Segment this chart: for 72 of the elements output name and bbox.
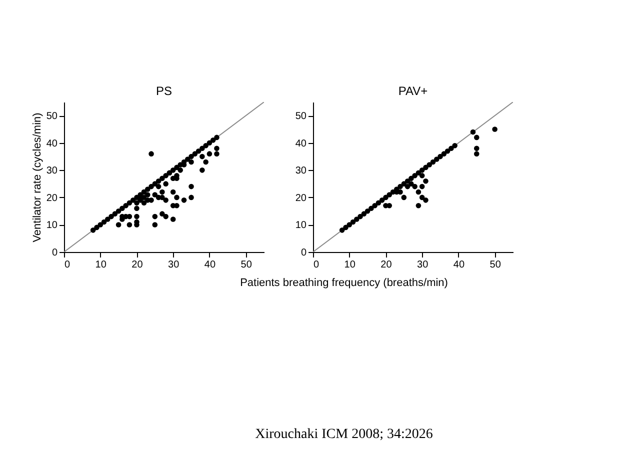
point — [492, 126, 498, 132]
chart-title: PS — [156, 84, 172, 98]
point — [416, 189, 422, 195]
point — [408, 181, 414, 186]
point — [361, 211, 367, 216]
x-axis-title: Patients breathing frequency (breaths/min) — [240, 277, 448, 289]
point — [339, 228, 345, 233]
point — [448, 146, 454, 152]
x-tick-label: 0 — [64, 260, 70, 270]
y-tick-label: 20 — [295, 192, 307, 204]
y-tick-label: 30 — [295, 166, 307, 177]
point — [412, 172, 418, 178]
point — [423, 164, 428, 170]
point — [379, 198, 385, 203]
x-tick-label: 10 — [344, 260, 356, 270]
x-tick-label: 0 — [314, 260, 320, 270]
point — [383, 194, 388, 200]
point — [412, 184, 418, 190]
x-tick-label: 40 — [204, 260, 216, 270]
point — [419, 172, 425, 178]
y-tick-label: 0 — [52, 248, 58, 258]
chart-title: PAV+ — [398, 84, 428, 98]
y-tick-label: 40 — [295, 138, 307, 150]
point — [358, 214, 363, 220]
y-axis-title: Ventilator rate (cycles/min) — [31, 112, 44, 242]
x-tick-label: 20 — [132, 260, 144, 270]
point — [368, 206, 374, 212]
point — [364, 208, 370, 214]
point — [470, 129, 476, 135]
point — [350, 219, 356, 225]
point — [372, 202, 378, 208]
point — [426, 162, 432, 168]
y-tick-label: 10 — [295, 220, 307, 232]
point — [419, 194, 425, 200]
x-tick-label: 50 — [490, 260, 502, 270]
point — [438, 154, 443, 160]
text: Xirouchaki ICM 2008; 34:2026 — [255, 427, 433, 442]
y-tick-label: 30 — [46, 166, 58, 177]
point — [423, 198, 428, 203]
point — [346, 222, 352, 228]
point — [474, 146, 480, 152]
point — [474, 151, 480, 156]
y-tick-label: 40 — [46, 138, 58, 150]
point — [408, 176, 414, 182]
point — [401, 194, 407, 200]
y-tick-label: 20 — [46, 192, 58, 204]
x-tick-label: 30 — [417, 260, 429, 270]
point — [398, 184, 403, 190]
y-tick-label: 50 — [46, 111, 58, 122]
point — [376, 200, 382, 206]
point — [444, 148, 450, 154]
point — [419, 184, 425, 190]
point — [343, 224, 348, 230]
point — [354, 216, 360, 222]
x-tick-label: 20 — [380, 260, 392, 270]
x-tick-label: 50 — [240, 260, 252, 270]
point — [386, 192, 392, 198]
y-tick-label: 0 — [300, 248, 307, 258]
point — [452, 142, 458, 148]
x-tick-label: 10 — [95, 260, 107, 270]
y-tick-label: 10 — [46, 220, 58, 232]
point — [423, 178, 428, 184]
x-tick-label: 40 — [453, 260, 465, 270]
x-tick-label: 30 — [168, 260, 180, 270]
point — [404, 184, 410, 190]
y-tick-label: 50 — [295, 111, 307, 122]
point — [430, 159, 436, 165]
point — [441, 151, 447, 156]
point — [434, 156, 440, 162]
point — [419, 168, 425, 173]
point — [474, 134, 480, 140]
point — [416, 202, 422, 208]
